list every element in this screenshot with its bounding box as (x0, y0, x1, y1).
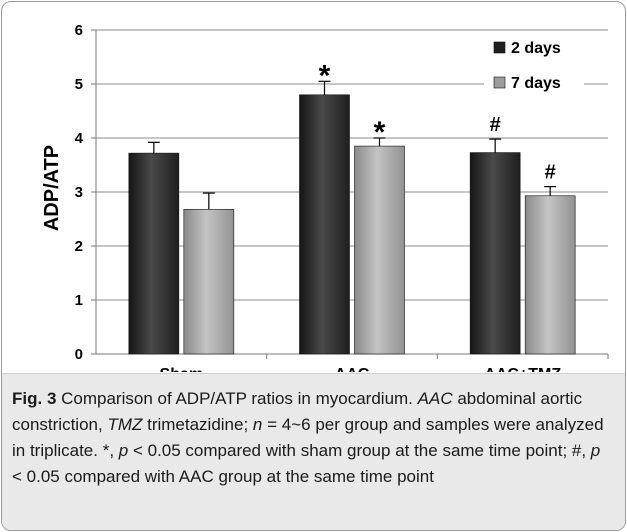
caption-segment: p (118, 441, 129, 460)
legend-label: 2 days (511, 40, 561, 57)
caption-segment: AAC (417, 389, 453, 408)
bar-2-days-sham (128, 152, 180, 355)
bar-7-days-sham (183, 208, 235, 355)
legend-background (484, 72, 584, 94)
caption-text: Comparison of ADP/ATP ratios in myocardi… (12, 389, 604, 486)
y-tick-label: 4 (75, 130, 84, 147)
caption-segment: Comparison of ADP/ATP ratios in myocardi… (56, 389, 418, 408)
caption-segment: < 0.05 compared with sham group at the s… (128, 441, 591, 460)
caption-area: Fig. 3 Comparison of ADP/ATP ratios in m… (2, 373, 625, 530)
y-tick-label: 3 (75, 184, 83, 201)
legend-label: 7 days (511, 75, 561, 92)
bar-2-days-aac+tmz (469, 152, 521, 355)
gridlines (96, 29, 608, 301)
axes (91, 29, 609, 359)
bar-2-days-aac (299, 94, 350, 355)
y-tick-label: 1 (75, 292, 83, 309)
caption-segment: = 4~6 per group and samples were analyze… (12, 415, 604, 460)
y-tick-label: 6 (75, 22, 83, 39)
caption-label: Fig. 3 (12, 389, 57, 408)
figure-caption: Fig. 3 Comparison of ADP/ATP ratios in m… (12, 386, 612, 490)
x-tick-label: Sham (160, 366, 204, 372)
axis-labels: 0 1 2 3 4 5 6 Sham AAC * * AAC+TMZ # # (75, 22, 562, 372)
significance-marker: * (374, 116, 386, 149)
caption-segment: TMZ (107, 415, 143, 434)
bar-7-days-aac (354, 145, 405, 355)
significance-marker: # (545, 162, 556, 184)
bars (128, 80, 576, 355)
bar-7-days-aac+tmz (524, 195, 576, 355)
legend-swatch (493, 41, 506, 54)
x-tick-label: AAC (335, 366, 370, 372)
y-tick-label: 5 (75, 76, 83, 93)
y-tick-label: 0 (75, 346, 83, 363)
x-tick-label: AAC+TMZ (484, 366, 561, 372)
significance-marker: * (319, 59, 331, 92)
legend-background (484, 37, 584, 59)
caption-segment: n (252, 415, 263, 434)
y-tick-label: 2 (75, 238, 83, 255)
caption-segment: abdominal aortic constriction, (12, 389, 583, 434)
bar-chart: 0 1 2 3 4 5 6 Sham AAC * * AAC+TMZ # # 2 days 7 days A… (41, 22, 609, 372)
caption-segment: trimetazidine; (142, 415, 253, 434)
legend: 2 days 7 days (484, 37, 584, 94)
legend-swatch (493, 76, 506, 89)
y-axis-label: ADP/ATP (41, 145, 63, 231)
caption-segment: p (590, 441, 601, 460)
caption-segment: < 0.05 compared with AAC group at the sa… (12, 467, 434, 486)
significance-marker: # (490, 114, 501, 136)
